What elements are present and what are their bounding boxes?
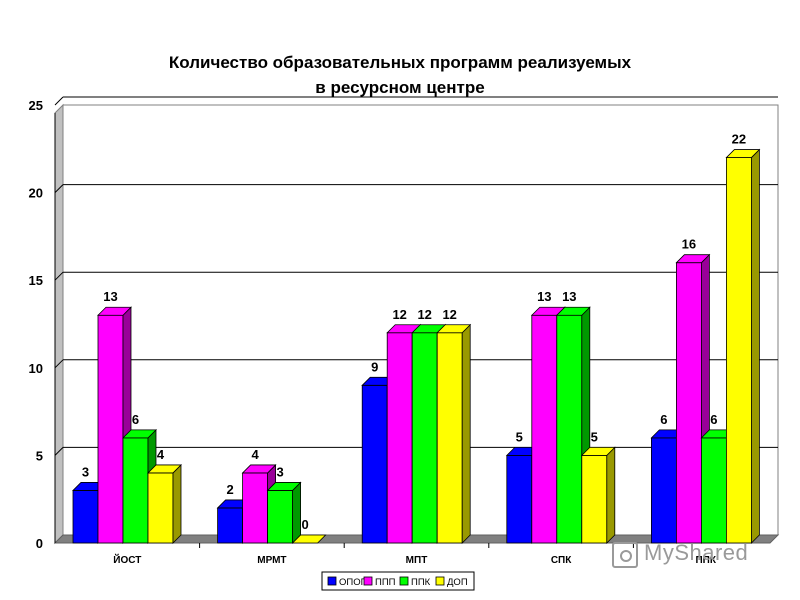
bar	[267, 490, 294, 544]
gridline-side	[54, 271, 64, 281]
x-tick-label: МРМТ	[257, 555, 286, 566]
y-tick-label: 15	[29, 273, 43, 288]
bar	[581, 454, 608, 544]
bar-top	[580, 446, 616, 456]
data-label: 13	[537, 289, 551, 304]
legend-label: ППП	[375, 577, 396, 588]
data-label: 3	[82, 464, 89, 479]
bar-side	[461, 323, 471, 544]
legend-swatch	[327, 576, 337, 586]
bar-side	[751, 148, 760, 544]
bar	[217, 507, 244, 544]
data-label: 4	[251, 447, 259, 462]
bar-top	[266, 482, 302, 491]
bar-side	[606, 446, 616, 544]
watermark: MyShared	[612, 540, 772, 570]
x-tick-label: МПТ	[406, 555, 428, 566]
data-label: 3	[276, 464, 283, 479]
y-tick-label: 10	[29, 361, 43, 376]
legend-label: ОПОП	[339, 577, 368, 588]
bar	[72, 490, 99, 544]
data-label: 5	[516, 429, 523, 444]
data-label: 9	[371, 359, 378, 374]
bar-top	[97, 306, 132, 316]
bar	[726, 157, 752, 544]
bar	[436, 332, 463, 544]
data-label: 4	[157, 447, 165, 462]
bar	[506, 454, 533, 544]
data-label: 12	[442, 307, 456, 322]
legend-label: ППК	[411, 577, 431, 588]
bar-side	[172, 463, 182, 544]
bar	[676, 262, 702, 544]
gridline-side	[54, 96, 64, 106]
bar	[411, 332, 438, 544]
x-tick-label: ППК	[695, 555, 716, 566]
bar	[531, 314, 558, 544]
legend-label: ДОП	[447, 577, 468, 588]
plot-side-wall	[54, 103, 64, 545]
chart-title-line-2: в ресурсном центре	[315, 78, 485, 97]
watermark-logo-icon	[612, 542, 638, 568]
legend-swatch	[399, 576, 409, 586]
bar-top	[122, 429, 157, 439]
bar	[242, 472, 269, 544]
data-label: 12	[417, 307, 431, 322]
data-label: 6	[660, 412, 667, 427]
gridline-side	[54, 184, 64, 193]
gridline-side	[54, 359, 64, 369]
y-tick-label: 5	[36, 448, 43, 463]
legend-swatch	[435, 576, 445, 586]
y-tick-label: 20	[29, 186, 43, 201]
bar-top	[725, 149, 761, 158]
y-tick-label: 25	[29, 98, 43, 113]
data-label: 5	[591, 429, 598, 444]
bar-top	[555, 306, 591, 316]
data-label: 0	[301, 517, 308, 532]
data-label: 12	[392, 307, 406, 322]
x-tick-label: ЙОСТ	[113, 553, 141, 566]
legend-swatch	[363, 576, 373, 586]
data-label: 6	[710, 412, 717, 427]
data-label: 16	[682, 237, 696, 252]
bar-top	[147, 464, 182, 474]
bar	[651, 437, 677, 544]
bar	[386, 332, 413, 544]
bar	[122, 437, 149, 544]
bar	[556, 314, 583, 544]
watermark-text: MyShared	[644, 540, 749, 565]
data-label: 6	[132, 412, 139, 427]
data-label: 13	[103, 289, 117, 304]
bar-top	[436, 324, 472, 334]
bar	[701, 437, 727, 544]
data-label: 13	[562, 289, 576, 304]
data-label: 22	[732, 132, 746, 147]
bar-top	[675, 254, 711, 264]
x-tick-label: СПК	[551, 555, 572, 566]
y-tick-label: 0	[36, 536, 43, 551]
bar	[97, 314, 124, 544]
gridline-side	[54, 447, 64, 456]
chart-title-line-1: Количество образовательных программ реал…	[168, 53, 632, 72]
bar-side	[292, 481, 302, 544]
bar-top	[241, 464, 277, 474]
bar	[147, 472, 174, 544]
bar	[361, 384, 388, 544]
bar-top	[291, 534, 327, 544]
data-label: 2	[226, 482, 233, 497]
legend-box	[321, 571, 475, 591]
